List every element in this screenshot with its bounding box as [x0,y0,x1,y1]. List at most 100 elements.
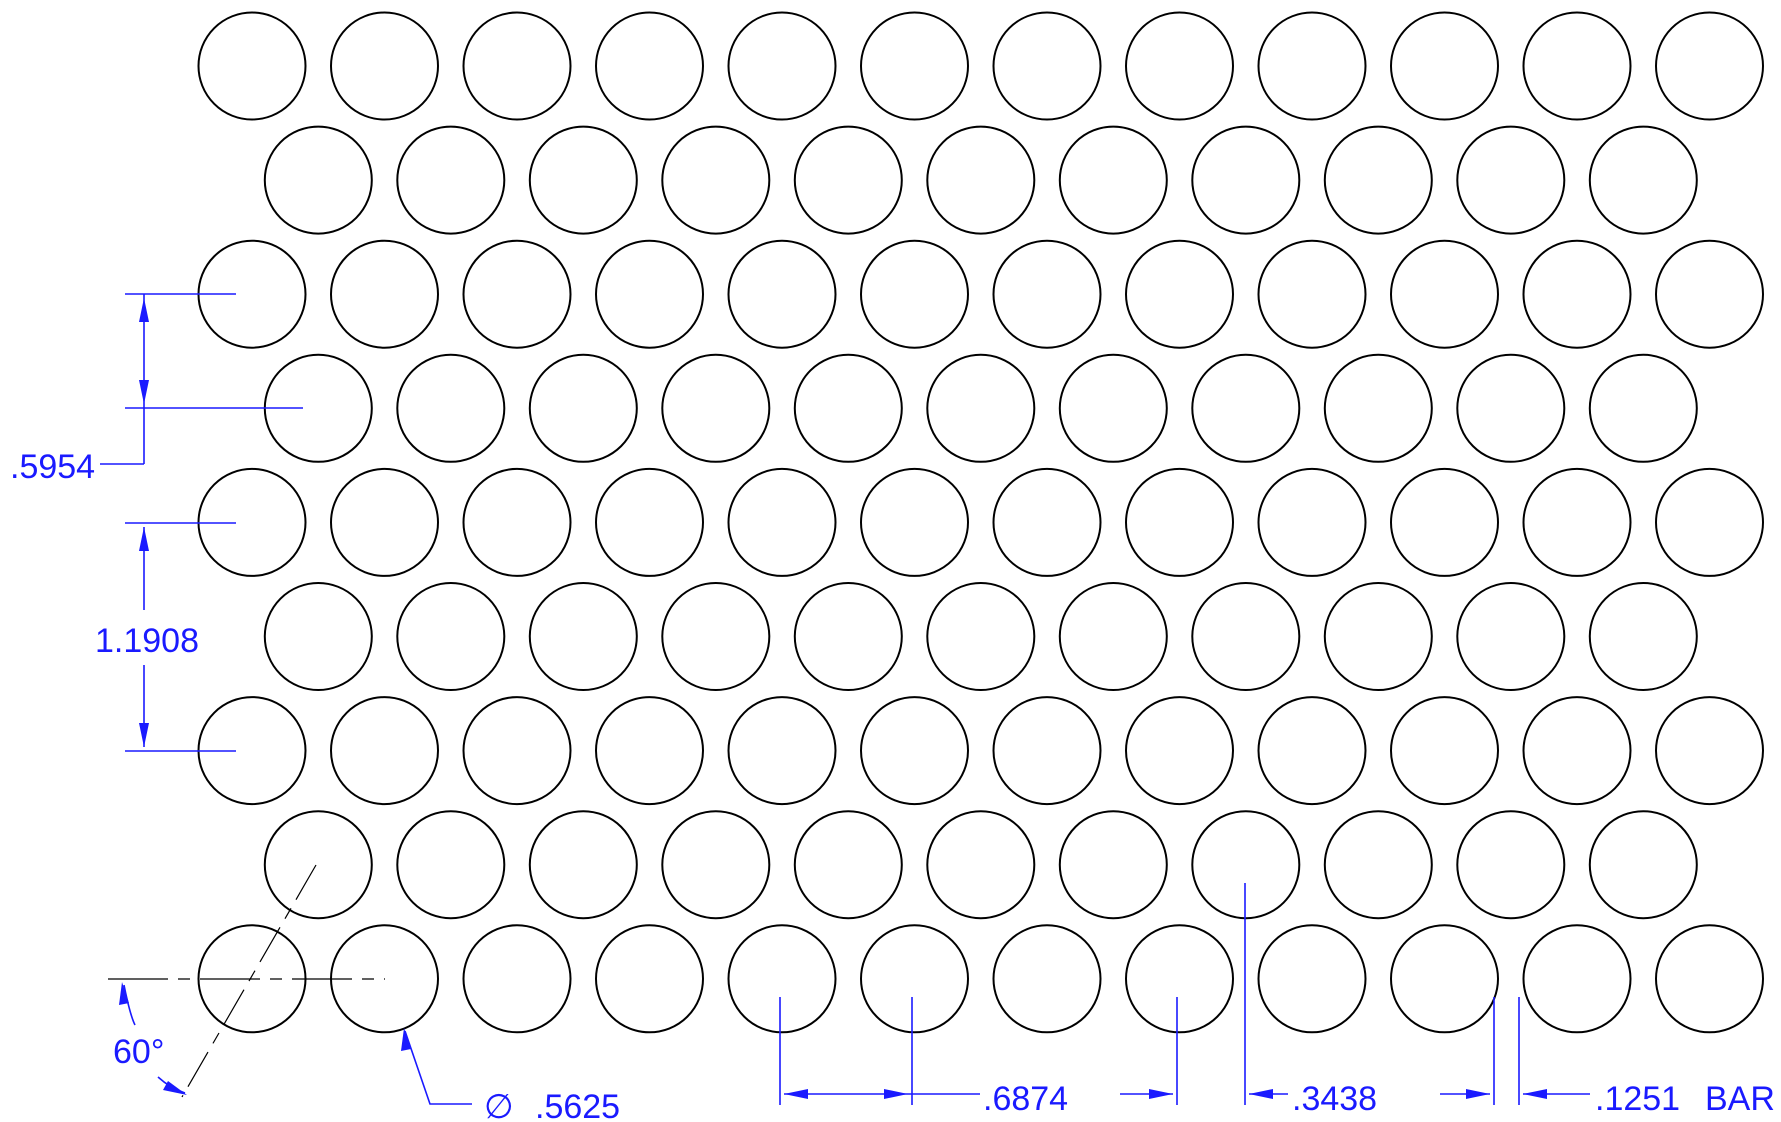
hole [860,11,969,121]
hole [1522,924,1632,1034]
hole [992,467,1102,577]
hole-pattern [197,11,1764,1034]
hole [1655,696,1764,806]
hole [793,125,903,235]
hole [1655,467,1764,577]
hole [1522,467,1632,577]
diameter-label: .5625 [535,1088,620,1122]
hole [661,582,771,691]
hole [462,696,572,806]
hole [1390,924,1499,1034]
hole [595,924,704,1034]
hole [1257,11,1367,121]
hole [1588,810,1698,920]
hole [793,582,903,691]
hole [197,11,307,121]
hole [396,810,506,920]
hole [1456,582,1566,691]
hole [1191,810,1301,920]
row-pitch-half-label: .5954 [10,448,95,486]
hole [1125,239,1234,349]
bar-label: .1251 [1595,1080,1680,1118]
hole [1058,810,1168,920]
hole [860,239,969,349]
hole [462,467,572,577]
hole [1588,582,1698,691]
hole [330,11,439,121]
hole [595,11,704,121]
hole [1655,239,1764,349]
hole [661,125,771,235]
hole [528,582,638,691]
hole [1125,924,1234,1034]
half-pitch-dimension: .3438 [1120,883,1377,1118]
hole [1390,11,1499,121]
hole [595,696,704,806]
hole [992,239,1102,349]
sixty-degree-centerline [181,864,317,1098]
hole [1522,696,1632,806]
hole [1191,582,1301,691]
hole [1257,239,1367,349]
hole [1323,810,1433,920]
hole [1456,353,1566,463]
hole [1257,696,1367,806]
hole [330,696,439,806]
hole [1323,353,1433,463]
hole [330,239,439,349]
hole [1058,125,1168,235]
hole-pitch-dimension: .6874 [779,997,1068,1118]
hole [661,810,771,920]
hole [1456,125,1566,235]
hole [462,11,572,121]
bar-dimension: .1251 BAR [1440,997,1775,1118]
hole [396,125,506,235]
hole [396,582,506,691]
diameter-dimension: ∅ .5625 [401,1028,620,1122]
angle-construction [108,864,385,1098]
hole [1588,353,1698,463]
hole [926,125,1036,235]
hole [1588,125,1698,235]
hole [992,924,1102,1034]
hole [727,924,837,1034]
hole [528,810,638,920]
hole [926,810,1036,920]
hole [1125,11,1234,121]
hole [1323,125,1433,235]
hole [1522,11,1632,121]
hole [330,467,439,577]
hole [860,467,969,577]
row-pitch-dimension: 1.1908 [95,522,236,752]
hole-pitch-label: .6874 [983,1080,1068,1118]
hole [462,924,572,1034]
hole [793,353,903,463]
hole [793,810,903,920]
hole [727,239,837,349]
angle-label: 60° [113,1033,164,1071]
hole [1058,582,1168,691]
hole [1390,239,1499,349]
bar-word: BAR [1705,1080,1775,1118]
hole [263,125,373,235]
hole [1257,467,1367,577]
hole [1522,239,1632,349]
hole [1390,467,1499,577]
hole [528,125,638,235]
angle-dimension: 60° [113,982,187,1095]
hole [396,353,506,463]
hole [992,696,1102,806]
hole [1191,353,1301,463]
hole [926,582,1036,691]
hole [1456,810,1566,920]
hole [1058,353,1168,463]
hole [462,239,572,349]
hole [528,353,638,463]
hole [1125,467,1234,577]
hole [1655,11,1764,121]
row-pitch-label: 1.1908 [95,622,199,660]
hole [1655,924,1764,1034]
hole [595,239,704,349]
hole [263,810,373,920]
hole [263,582,373,691]
